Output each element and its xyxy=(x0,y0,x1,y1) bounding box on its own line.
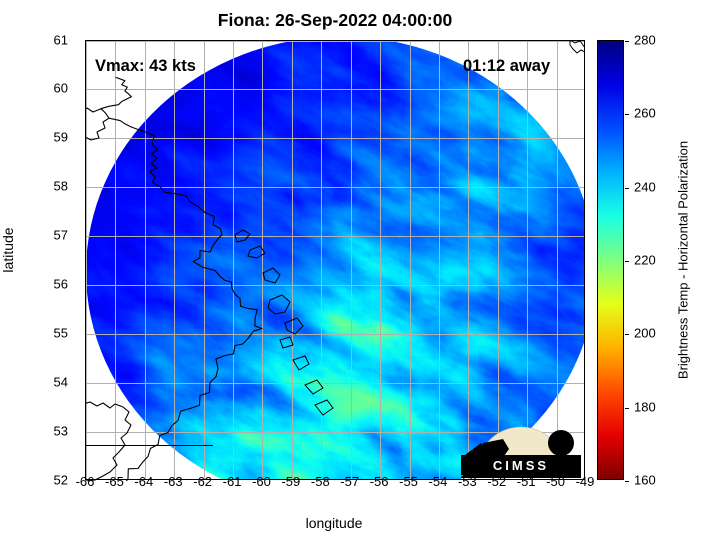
svg-text:CIMSS: CIMSS xyxy=(493,458,549,473)
